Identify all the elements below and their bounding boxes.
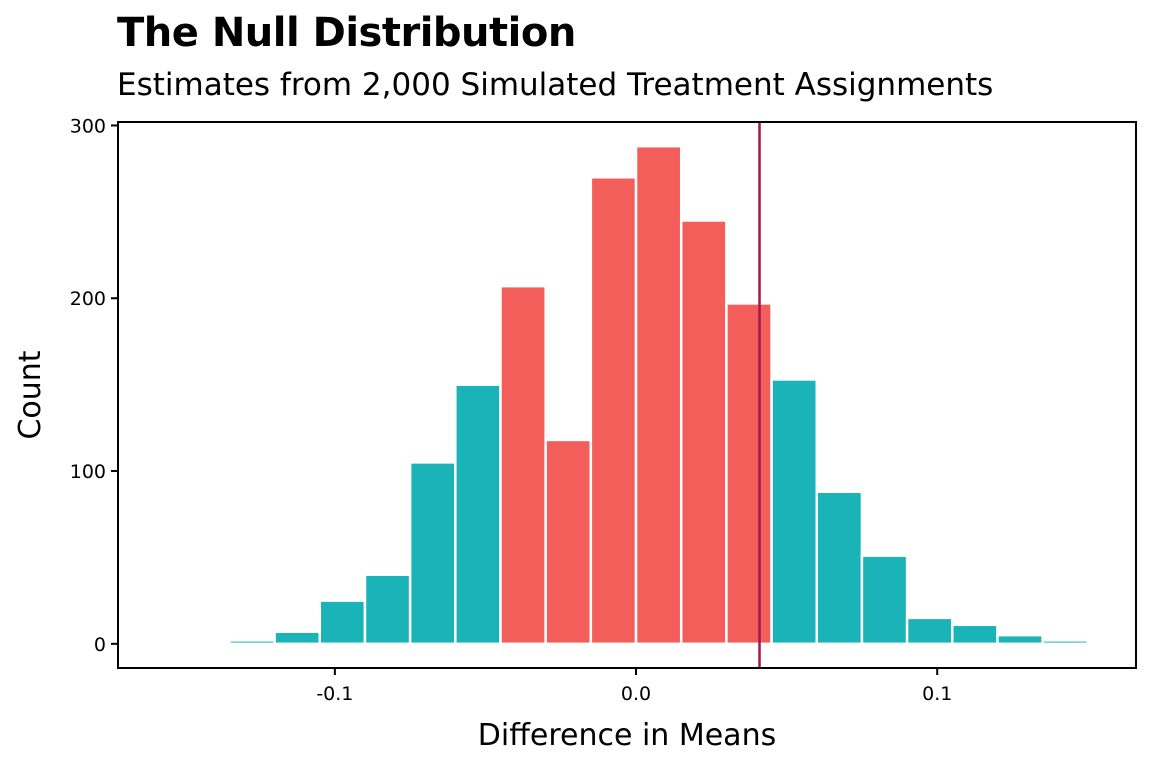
y-tick-label: 0: [94, 634, 106, 656]
y-tick-label: 100: [70, 461, 106, 483]
chart-subtitle: Estimates from 2,000 Simulated Treatment…: [117, 67, 994, 103]
histogram-bar-9: [634, 144, 683, 646]
histogram-bar-6: [499, 284, 547, 646]
histogram-bar-2: [318, 599, 367, 646]
histogram-bar-14: [860, 554, 909, 646]
histogram-bar-10: [679, 219, 728, 646]
histogram-bar-3: [363, 573, 412, 646]
histogram-bar-13: [815, 490, 864, 646]
histogram-bar-4: [408, 461, 457, 646]
histogram-bar-11: [725, 302, 773, 646]
histogram-bar-16: [951, 623, 999, 646]
histogram-bar-18: [1041, 639, 1090, 646]
x-tick-label: -0.1: [316, 683, 353, 705]
histogram-bar-0: [228, 639, 276, 646]
bars-layer: [228, 144, 1090, 646]
axes-layer: -0.1 0.0 0.1 0 100 200 300: [70, 115, 953, 705]
histogram-bar-7: [544, 438, 593, 646]
plot-panel-border: [117, 121, 1137, 669]
histogram-bar-5: [454, 383, 502, 646]
histogram-bar-12: [770, 378, 818, 646]
x-axis-title: Difference in Means: [478, 718, 776, 753]
y-tick-label: 300: [70, 115, 106, 137]
y-axis-title: Count: [13, 350, 48, 439]
histogram-bar-8: [589, 176, 638, 646]
y-tick-label: 200: [70, 288, 106, 310]
chart-title: The Null Distribution: [117, 10, 576, 56]
x-tick-label: 0.1: [922, 683, 952, 705]
histogram-bar-17: [996, 633, 1044, 646]
histogram-bar-1: [273, 630, 322, 646]
histogram-bar-15: [905, 616, 954, 646]
x-tick-label: 0.0: [621, 683, 651, 705]
